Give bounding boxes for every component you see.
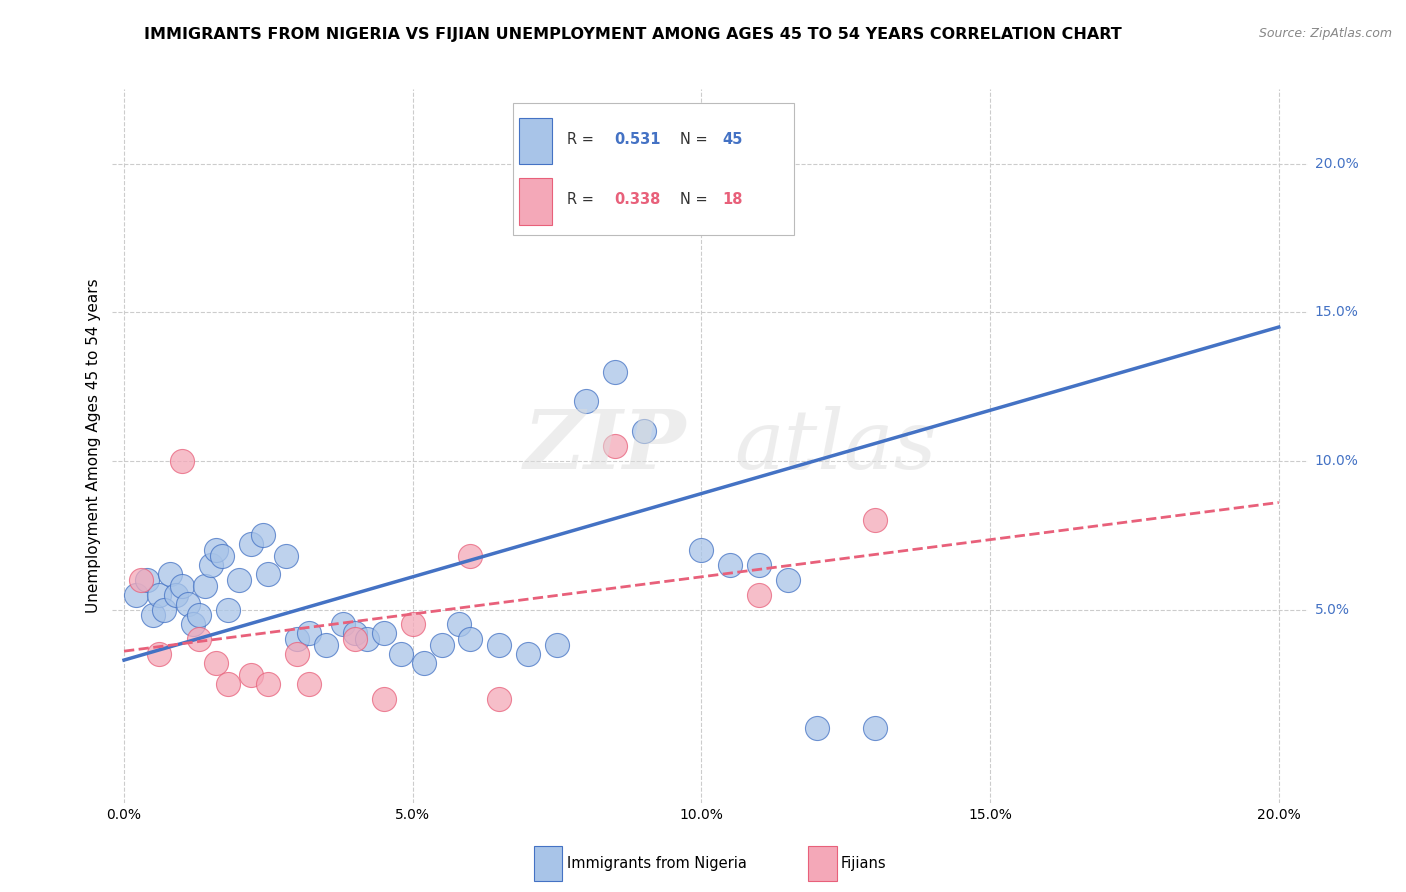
Point xyxy=(217,602,239,616)
Point xyxy=(170,579,193,593)
Point xyxy=(252,528,274,542)
Point xyxy=(159,566,181,581)
Point xyxy=(603,365,626,379)
Point xyxy=(402,617,425,632)
Point xyxy=(205,656,228,670)
Point xyxy=(413,656,436,670)
Point xyxy=(373,691,395,706)
Point xyxy=(153,602,176,616)
Point xyxy=(488,691,510,706)
Point xyxy=(690,543,713,558)
Point xyxy=(776,573,799,587)
Point xyxy=(240,537,263,551)
Text: 0.531: 0.531 xyxy=(614,132,661,146)
Point xyxy=(488,638,510,652)
Point xyxy=(131,573,153,587)
Point xyxy=(200,558,222,572)
Point xyxy=(633,424,655,438)
Text: N =: N = xyxy=(681,193,713,207)
Point xyxy=(863,513,886,527)
Point xyxy=(285,632,308,647)
Point xyxy=(228,573,250,587)
FancyBboxPatch shape xyxy=(513,103,793,235)
Point xyxy=(170,454,193,468)
Point xyxy=(315,638,337,652)
Point xyxy=(211,549,233,563)
Text: 20.0%: 20.0% xyxy=(1315,156,1358,170)
Point xyxy=(332,617,354,632)
Text: 18: 18 xyxy=(723,193,742,207)
Point xyxy=(188,608,211,623)
Point xyxy=(298,677,321,691)
Text: R =: R = xyxy=(567,132,598,146)
Point xyxy=(748,588,770,602)
FancyBboxPatch shape xyxy=(519,178,553,225)
Point xyxy=(176,597,198,611)
Point xyxy=(863,722,886,736)
Point xyxy=(257,566,280,581)
Text: R =: R = xyxy=(567,193,598,207)
Point xyxy=(517,647,540,661)
Text: 5.0%: 5.0% xyxy=(1315,602,1350,616)
Point xyxy=(142,608,165,623)
Point xyxy=(274,549,297,563)
Text: 15.0%: 15.0% xyxy=(1315,305,1358,319)
Point xyxy=(217,677,239,691)
Point xyxy=(257,677,280,691)
Point xyxy=(460,549,482,563)
Point xyxy=(718,558,741,572)
Point xyxy=(124,588,146,602)
FancyBboxPatch shape xyxy=(519,118,553,164)
Point xyxy=(575,394,598,409)
Point xyxy=(343,626,366,640)
Text: 0.338: 0.338 xyxy=(614,193,661,207)
Text: atlas: atlas xyxy=(734,406,936,486)
Point xyxy=(343,632,366,647)
Text: IMMIGRANTS FROM NIGERIA VS FIJIAN UNEMPLOYMENT AMONG AGES 45 TO 54 YEARS CORRELA: IMMIGRANTS FROM NIGERIA VS FIJIAN UNEMPL… xyxy=(143,27,1122,42)
Point xyxy=(389,647,412,661)
Point xyxy=(136,573,159,587)
Text: ZIP: ZIP xyxy=(523,406,686,486)
Point xyxy=(603,439,626,453)
Point xyxy=(148,647,170,661)
Point xyxy=(447,617,470,632)
Point xyxy=(148,588,170,602)
Text: 45: 45 xyxy=(723,132,742,146)
Point xyxy=(460,632,482,647)
Text: Immigrants from Nigeria: Immigrants from Nigeria xyxy=(567,856,747,871)
Text: 10.0%: 10.0% xyxy=(1315,454,1358,468)
Point xyxy=(806,722,828,736)
Point xyxy=(240,668,263,682)
Point xyxy=(356,632,378,647)
Point xyxy=(188,632,211,647)
Point xyxy=(205,543,228,558)
Text: N =: N = xyxy=(681,132,713,146)
Y-axis label: Unemployment Among Ages 45 to 54 years: Unemployment Among Ages 45 to 54 years xyxy=(86,278,101,614)
Point xyxy=(165,588,187,602)
Point xyxy=(194,579,217,593)
Text: Fijians: Fijians xyxy=(841,856,886,871)
Point xyxy=(285,647,308,661)
Point xyxy=(181,617,204,632)
Point xyxy=(373,626,395,640)
Point xyxy=(298,626,321,640)
Point xyxy=(546,638,568,652)
Point xyxy=(430,638,453,652)
Text: Source: ZipAtlas.com: Source: ZipAtlas.com xyxy=(1258,27,1392,40)
Point xyxy=(748,558,770,572)
